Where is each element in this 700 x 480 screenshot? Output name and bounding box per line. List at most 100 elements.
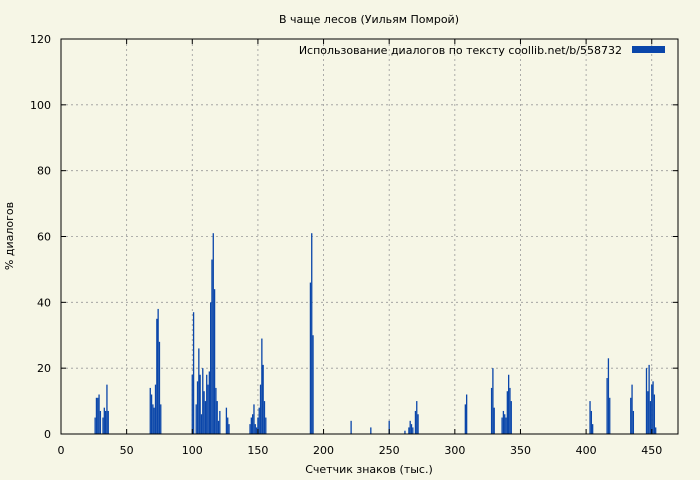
x-tick-label: 250 <box>379 444 400 457</box>
bar <box>158 341 161 434</box>
bar <box>510 401 512 434</box>
bar <box>409 420 411 434</box>
bar <box>370 427 372 434</box>
plot-frame <box>60 38 679 435</box>
bar <box>261 338 263 434</box>
chart-title: В чаще лесов (Уильям Помрой) <box>279 13 459 26</box>
bar <box>263 401 266 434</box>
bar <box>104 410 107 434</box>
ticks: 0 50 100 150 200 250 300 350 400 450 0 20 40 60 80 100 1… <box>30 33 678 457</box>
bar <box>311 233 313 434</box>
bar <box>506 391 508 434</box>
bar <box>97 397 99 434</box>
y-tick-label: 0 <box>44 428 51 441</box>
y-tick-label: 120 <box>30 33 51 46</box>
bar <box>102 417 104 434</box>
bar <box>592 424 594 435</box>
bar <box>98 394 100 434</box>
bar <box>645 368 648 434</box>
bar <box>95 397 98 434</box>
bar <box>192 312 195 434</box>
bar <box>253 404 255 435</box>
bar <box>631 384 633 435</box>
bar <box>199 374 201 434</box>
bar <box>505 417 507 434</box>
bar <box>417 414 419 434</box>
bar <box>213 289 216 434</box>
bars <box>94 233 657 435</box>
bar <box>206 374 208 434</box>
bar <box>630 397 632 434</box>
legend-swatch <box>632 46 665 53</box>
bar <box>408 427 410 434</box>
bar <box>107 410 109 434</box>
bar <box>254 424 256 435</box>
bar <box>504 414 506 434</box>
bar <box>590 410 593 434</box>
bar <box>648 364 650 435</box>
bar <box>501 417 503 434</box>
y-tick-label: 40 <box>37 296 51 309</box>
x-tick-label: 300 <box>444 444 465 457</box>
bar <box>259 384 262 435</box>
y-tick-label: 20 <box>37 362 51 375</box>
bar <box>655 427 657 434</box>
y-tick-label: 100 <box>30 99 51 112</box>
bar <box>150 394 153 434</box>
bar <box>309 282 312 434</box>
bar <box>215 387 217 434</box>
x-tick-label: 0 <box>58 444 65 457</box>
bar <box>149 387 151 434</box>
bar <box>196 381 199 434</box>
bar <box>410 424 413 435</box>
x-tick-label: 50 <box>120 444 134 457</box>
bar <box>160 404 162 435</box>
bar <box>464 404 466 435</box>
bar <box>412 427 414 434</box>
bar <box>632 410 635 434</box>
bar <box>250 417 252 434</box>
bar <box>106 384 108 435</box>
bar <box>265 417 267 434</box>
bar <box>465 394 468 434</box>
bar <box>262 364 264 435</box>
bar <box>216 401 218 434</box>
bar <box>217 420 220 434</box>
bar <box>509 387 511 434</box>
x-tick-label: 450 <box>641 444 662 457</box>
bar <box>606 378 608 434</box>
y-tick-label: 80 <box>37 165 51 178</box>
legend: Использование диалогов по тексту coollib… <box>299 44 665 57</box>
bar <box>249 424 251 435</box>
bar <box>312 335 314 434</box>
bar <box>154 384 157 435</box>
bar <box>219 410 221 434</box>
bar <box>609 397 611 434</box>
bar <box>153 407 155 434</box>
bar <box>99 410 102 434</box>
bar <box>252 414 254 434</box>
bar <box>416 401 418 434</box>
bar <box>493 407 495 434</box>
bar <box>103 407 105 434</box>
y-axis-label: % диалогов <box>3 202 16 270</box>
bar <box>200 414 203 434</box>
bar <box>225 407 228 434</box>
bar <box>211 259 213 434</box>
bar <box>255 427 258 434</box>
bar <box>649 401 652 434</box>
x-tick-label: 400 <box>576 444 597 457</box>
bar <box>492 368 494 434</box>
bar <box>652 381 654 434</box>
bar <box>589 401 591 434</box>
x-tick-label: 100 <box>182 444 203 457</box>
bar <box>207 384 209 435</box>
x-tick-label: 200 <box>313 444 334 457</box>
bar <box>508 374 510 434</box>
bar <box>227 417 229 434</box>
bar <box>212 233 214 434</box>
legend-label: Использование диалогов по тексту coollib… <box>299 44 622 57</box>
bar <box>191 374 193 434</box>
bar <box>388 420 390 434</box>
